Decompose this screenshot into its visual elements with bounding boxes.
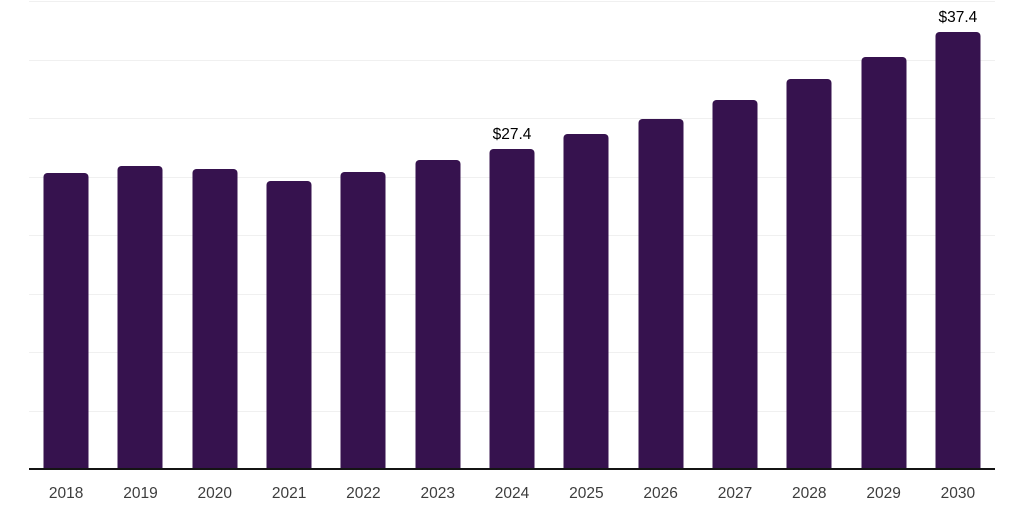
bar-2021: [266, 181, 312, 470]
bar-slot: $37.4: [921, 0, 995, 470]
bar-2023: [415, 159, 461, 470]
bar-slot: [772, 0, 846, 470]
bar-2027: [712, 100, 758, 470]
bar-slot: [698, 0, 772, 470]
x-tick-label-2021: 2021: [271, 485, 307, 502]
x-axis-labels: 2018 2019 2020 2021 2022 2023 2024 2025 2026 2027…: [29, 485, 995, 502]
x-axis-line: [29, 468, 995, 470]
x-tick-label-2020: 2020: [197, 485, 233, 502]
x-tick-label-2029: 2029: [866, 485, 901, 502]
plot-area: $27.4 $37.4: [29, 0, 995, 470]
x-tick-label-2018: 2018: [48, 485, 84, 502]
x-tick-label-2019: 2019: [123, 485, 158, 502]
x-tick-label-2025: 2025: [569, 485, 604, 502]
x-tick-label-2026: 2026: [643, 485, 678, 502]
x-tick-label-2028: 2028: [792, 485, 827, 502]
bar-slot: [624, 0, 698, 470]
gridline: [29, 1, 995, 2]
x-tick-label-2027: 2027: [717, 485, 753, 502]
bar-2022: [340, 171, 386, 470]
bar-slot: [178, 0, 252, 470]
bar-slot: $27.4: [475, 0, 549, 470]
bar-slot: [401, 0, 475, 470]
bar-2024: [489, 149, 535, 470]
bar-value-label-2030: $37.4: [938, 8, 978, 26]
bar-slot: [326, 0, 400, 470]
x-tick-label-2024: 2024: [494, 485, 530, 502]
bar-2020: [192, 169, 238, 470]
bar-slot: [103, 0, 177, 470]
gridline: [29, 118, 995, 119]
bar-slot: [252, 0, 326, 470]
bar-2019: [117, 165, 163, 470]
x-tick-label-2022: 2022: [346, 485, 381, 502]
x-tick-label-2023: 2023: [420, 485, 455, 502]
bar-2030: [935, 32, 981, 470]
bar-value-label-2024: $27.4: [492, 125, 532, 143]
x-tick-label-2030: 2030: [940, 485, 976, 502]
bar-slot: [549, 0, 623, 470]
bar-2028: [786, 79, 832, 470]
bar-2029: [861, 57, 907, 470]
bar-slot: [846, 0, 920, 470]
bars: $27.4 $37.4: [29, 0, 995, 470]
bar-2025: [563, 134, 609, 470]
gridline: [29, 59, 995, 61]
bar-slot: [29, 0, 103, 470]
bar-2026: [638, 119, 684, 470]
bar-2018: [43, 172, 89, 470]
